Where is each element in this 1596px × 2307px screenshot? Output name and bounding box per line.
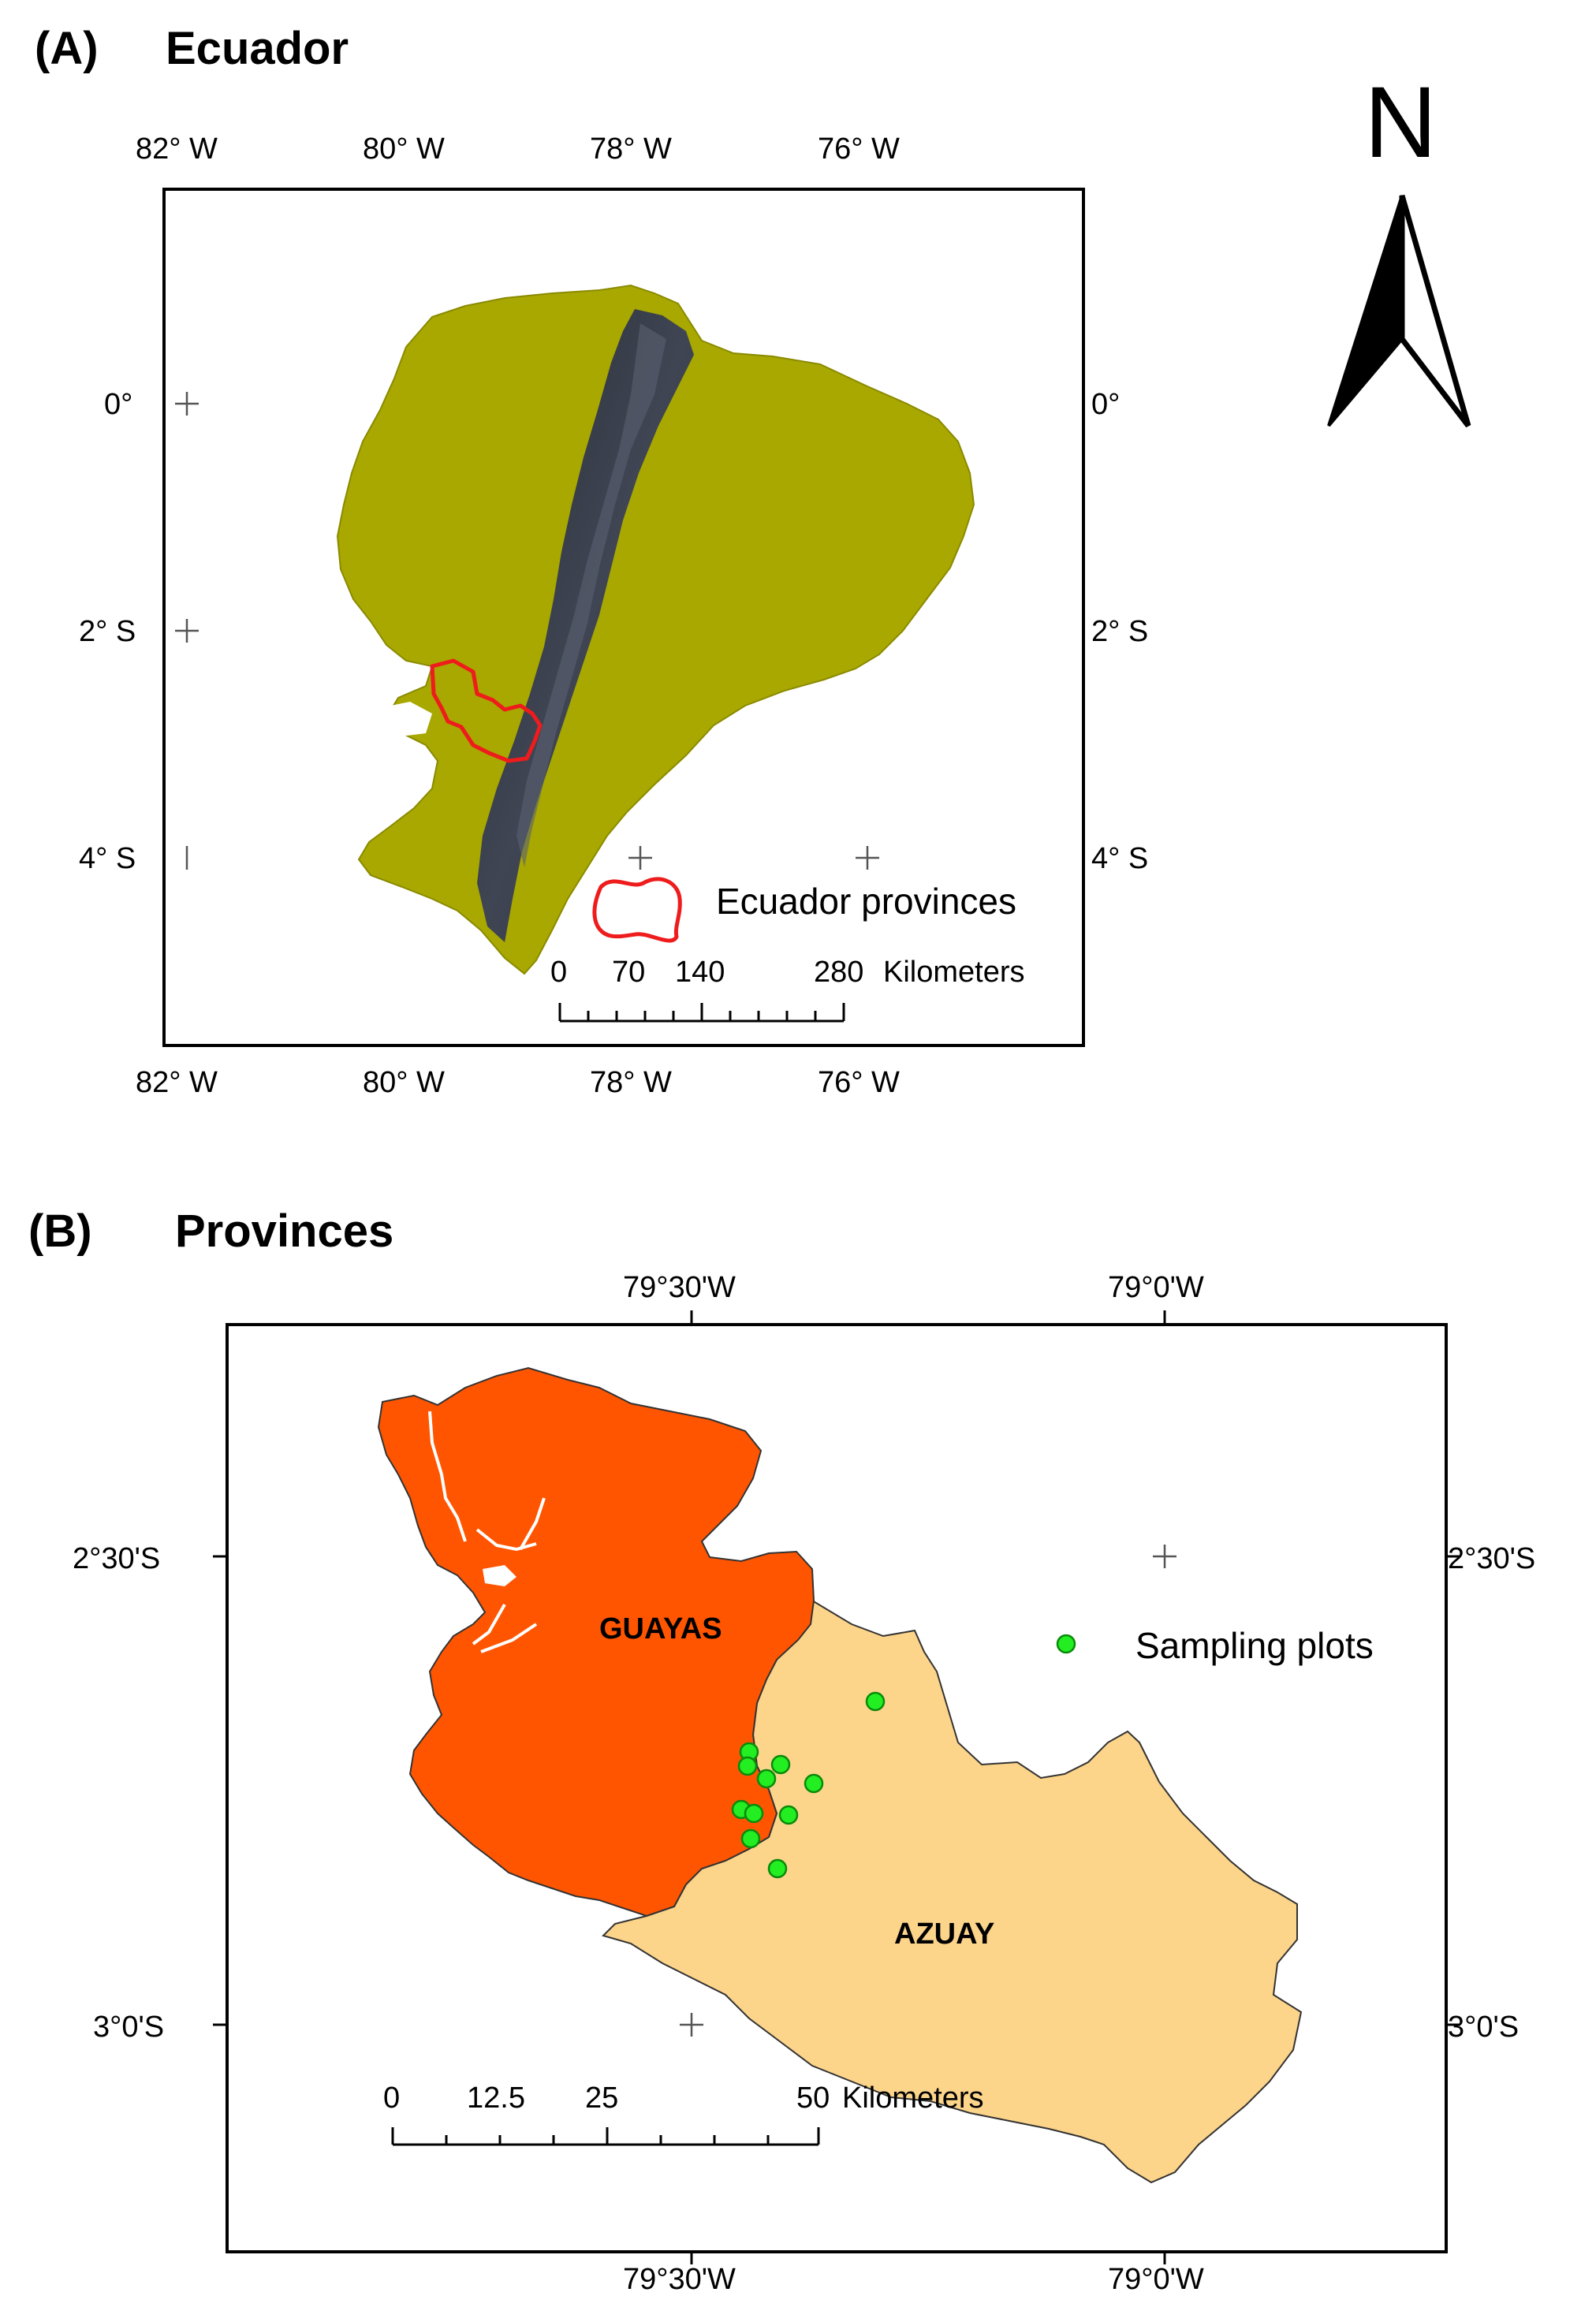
sampling-plot bbox=[740, 1828, 761, 1849]
north-label: N bbox=[1364, 66, 1438, 179]
scale-b-unit: Kilometers bbox=[842, 2082, 984, 2115]
scale-a-number: 140 bbox=[675, 956, 725, 989]
legend-plots-symbol bbox=[1056, 1634, 1076, 1654]
lat-tick-right: 2° S bbox=[1091, 615, 1149, 648]
sampling-plot bbox=[737, 1756, 758, 1776]
andes-highlands-ridge bbox=[516, 323, 666, 867]
lon-tick-bottom: 79°0'W bbox=[1108, 2263, 1204, 2296]
lat-tick-left: 0° bbox=[104, 388, 133, 421]
azuay-label: AZUAY bbox=[894, 1918, 995, 1951]
lon-tick-top: 80° W bbox=[363, 132, 445, 166]
sampling-plot bbox=[804, 1773, 824, 1794]
sampling-plot bbox=[778, 1805, 799, 1825]
sampling-plot bbox=[744, 1803, 764, 1824]
lon-tick-top: 82° W bbox=[136, 132, 218, 166]
scale-a-unit: Kilometers bbox=[883, 956, 1025, 989]
sampling-plot bbox=[770, 1754, 791, 1775]
guayas-label: GUAYAS bbox=[599, 1612, 722, 1645]
map-a-frame bbox=[162, 188, 1085, 1047]
guayas-province bbox=[377, 1366, 815, 1918]
panel-b-label: (B) bbox=[28, 1206, 92, 1257]
lat-tick-right: 0° bbox=[1091, 388, 1121, 421]
map-b-frame bbox=[226, 1323, 1448, 2253]
lon-tick-bottom: 78° W bbox=[590, 1066, 672, 1099]
north-arrow-icon bbox=[1327, 195, 1471, 428]
provinces-outline bbox=[430, 658, 543, 763]
lat-tick-right: 2°30'S bbox=[1448, 1542, 1536, 1575]
sampling-plots bbox=[731, 1691, 886, 1879]
lon-tick-top: 79°0'W bbox=[1108, 1271, 1204, 1304]
scale-b-number: 25 bbox=[585, 2082, 619, 2115]
legend-provinces-label: Ecuador provinces bbox=[716, 881, 1016, 922]
gulf-of-guayaquil bbox=[369, 702, 432, 737]
lon-tick-bottom: 76° W bbox=[818, 1066, 900, 1099]
scale-bar-a bbox=[558, 1003, 845, 1023]
lat-tick-left: 2°30'S bbox=[73, 1542, 161, 1575]
panel-b-title: Provinces bbox=[175, 1206, 394, 1257]
lon-tick-top: 78° W bbox=[590, 132, 672, 166]
estuary-channels bbox=[428, 1411, 546, 1653]
sampling-plot bbox=[767, 1858, 788, 1879]
lat-tick-left: 3°0'S bbox=[93, 2011, 165, 2044]
scale-b-number: 0 bbox=[383, 2082, 401, 2115]
legend-plots-label: Sampling plots bbox=[1135, 1625, 1374, 1666]
frame-tick-stubs bbox=[213, 1310, 1460, 2264]
scale-a-number: 280 bbox=[814, 956, 864, 989]
estuary-island bbox=[483, 1565, 516, 1586]
lat-tick-right: 3°0'S bbox=[1448, 2011, 1520, 2044]
scale-bar-b bbox=[391, 2127, 820, 2146]
sampling-plot bbox=[865, 1691, 886, 1712]
panel-a-label: (A) bbox=[35, 23, 99, 74]
scale-b-number: 12.5 bbox=[467, 2082, 525, 2115]
lat-tick-left: 4° S bbox=[79, 842, 136, 875]
panel-a-title: Ecuador bbox=[166, 23, 349, 74]
lat-tick-left: 2° S bbox=[79, 615, 136, 648]
scale-a-number: 0 bbox=[550, 956, 568, 989]
scale-a-number: 70 bbox=[612, 956, 646, 989]
lon-tick-top: 79°30'W bbox=[623, 1271, 736, 1304]
legend-provinces-symbol bbox=[592, 877, 682, 943]
lon-tick-bottom: 82° W bbox=[136, 1066, 218, 1099]
lon-tick-bottom: 79°30'W bbox=[623, 2263, 736, 2296]
lat-tick-right: 4° S bbox=[1091, 842, 1149, 875]
lon-tick-top: 76° W bbox=[818, 132, 900, 166]
lon-tick-bottom: 80° W bbox=[363, 1066, 445, 1099]
sampling-plot bbox=[756, 1768, 777, 1789]
scale-b-number: 50 bbox=[796, 2082, 830, 2115]
